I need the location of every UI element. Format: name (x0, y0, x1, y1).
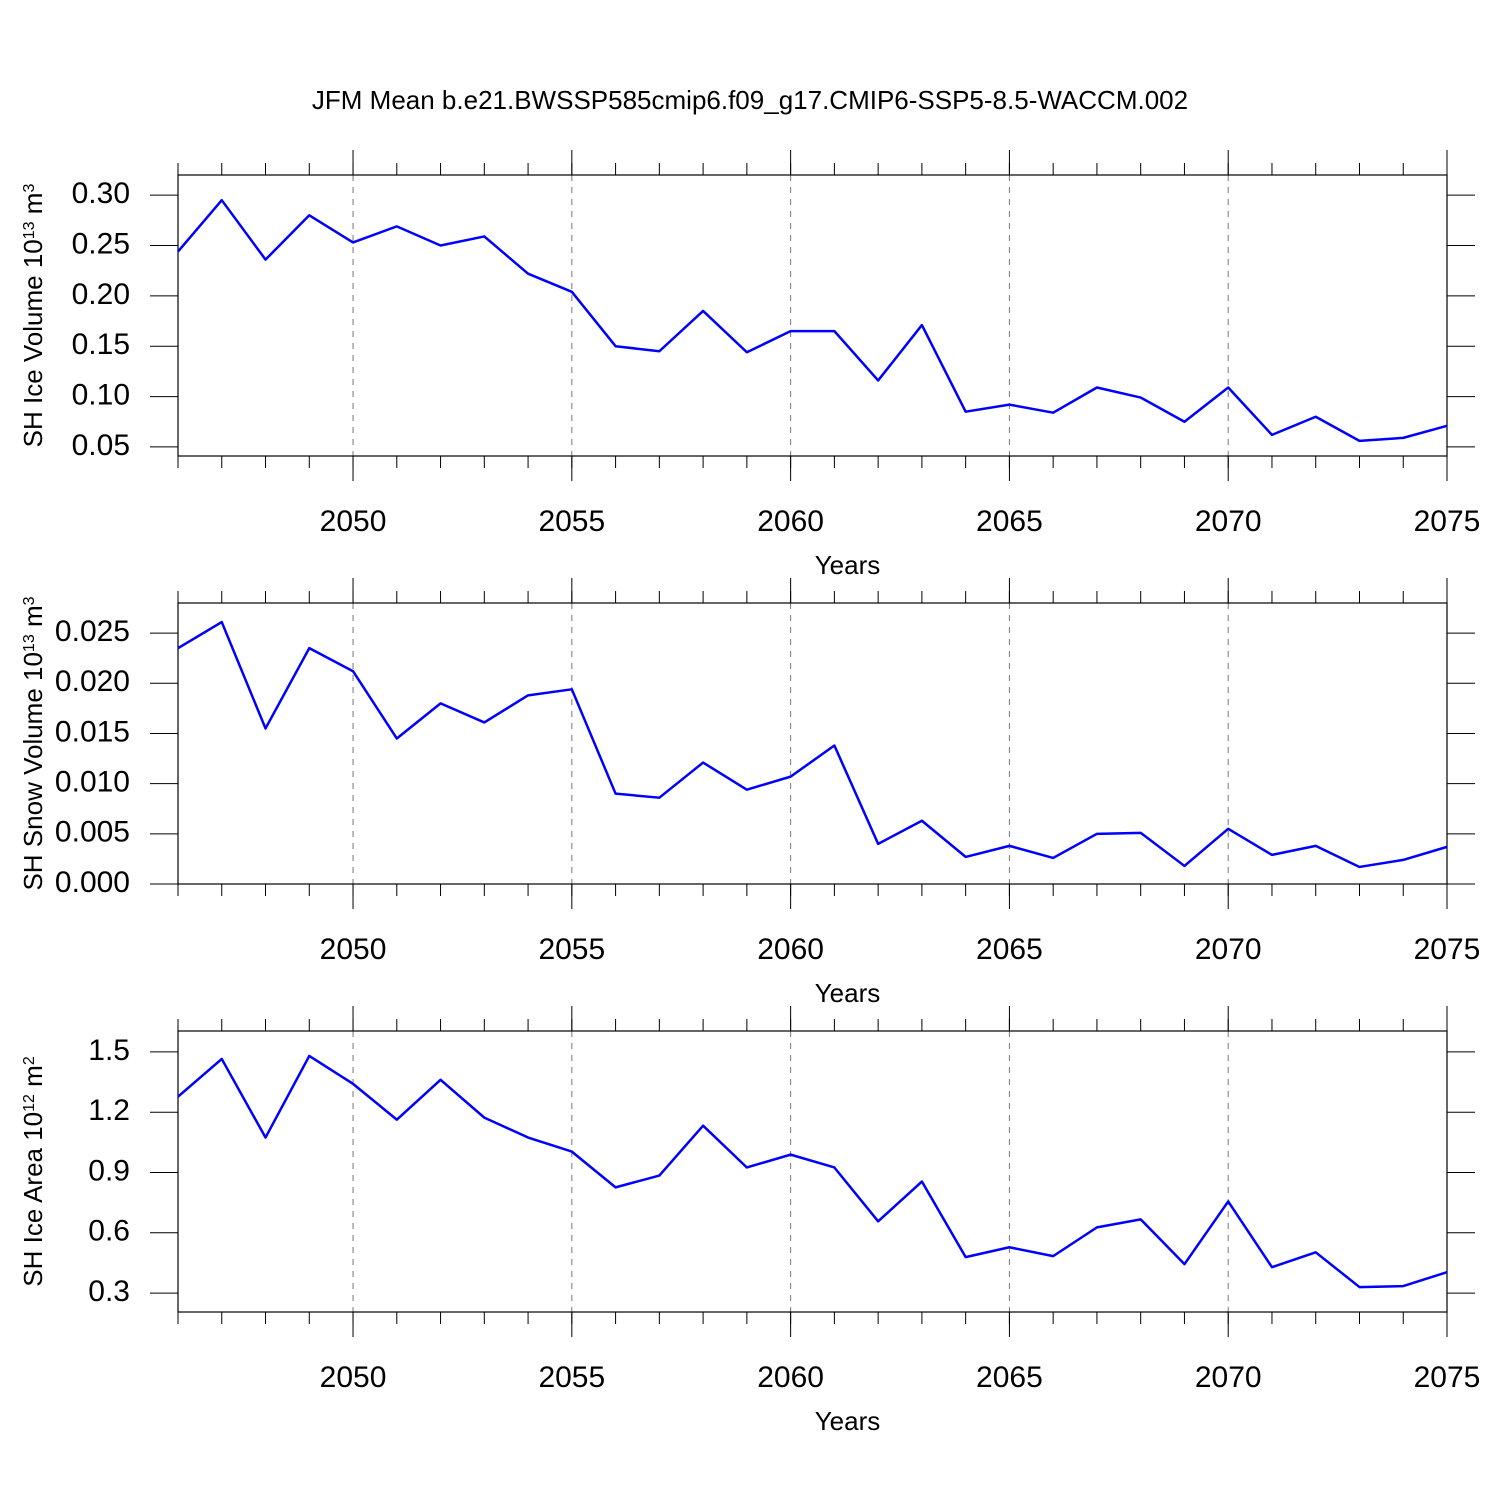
x-tick-label: 2075 (1414, 505, 1481, 538)
y-axis-label-exponent: 13 (21, 221, 38, 239)
y-axis-label-text: SH Ice Volume 10 (18, 239, 48, 447)
y-tick-label: 0.25 (72, 227, 130, 260)
x-axis-label: Years (815, 978, 881, 1008)
y-axis-label-unit: m (18, 193, 48, 215)
plot-frame (177, 602, 1448, 885)
x-tick-label: 2075 (1414, 1361, 1481, 1394)
figure-title: JFM Mean b.e21.BWSSP585cmip6.f09_g17.CMI… (312, 85, 1188, 115)
y-tick-label: 0.15 (72, 328, 130, 361)
x-tick-label: 2055 (538, 505, 605, 538)
y-axis-label-text: SH Snow Volume 10 (18, 652, 48, 890)
y-tick-label: 0.000 (55, 866, 130, 899)
y-axis-label-space (18, 1087, 48, 1094)
x-tick-label: 2055 (538, 1361, 605, 1394)
y-tick-label: 0.025 (55, 615, 130, 648)
x-tick-label: 2065 (976, 1361, 1043, 1394)
y-axis-label-exponent: 13 (21, 634, 38, 652)
y-tick-label: 0.20 (72, 278, 130, 311)
x-tick-label: 2050 (320, 505, 387, 538)
y-tick-label: 0.005 (55, 816, 130, 849)
x-tick-label: 2055 (538, 933, 605, 966)
y-axis-label: SH Ice Volume 1013 m3 (18, 184, 48, 448)
x-tick-label: 2050 (320, 1361, 387, 1394)
x-tick-label: 2065 (976, 505, 1043, 538)
y-axis-label-text: SH Ice Area 10 (18, 1112, 48, 1287)
x-tick-label: 2060 (757, 1361, 824, 1394)
x-tick-label: 2070 (1195, 1361, 1262, 1394)
x-tick-label: 2060 (757, 933, 824, 966)
x-tick-label: 2070 (1195, 933, 1262, 966)
panel: 2050 2055 2060 2065 2070 2075 0.05 0.10 0.15 0.20… (18, 150, 1480, 580)
panel: 2050 2055 2060 2065 2070 2075 0.3 0.6 0.9 1.2 1.5 Y… (18, 1006, 1480, 1436)
y-tick-label: 0.05 (72, 429, 130, 462)
data-line (177, 1054, 1448, 1289)
y-tick-label: 0.020 (55, 665, 130, 698)
x-tick-label: 2050 (320, 933, 387, 966)
x-tick-label: 2075 (1414, 933, 1481, 966)
x-tick-label: 2070 (1195, 505, 1262, 538)
y-tick-label: 0.10 (72, 378, 130, 411)
y-tick-label: 0.6 (88, 1215, 130, 1248)
y-axis-label-unit-exponent: 3 (21, 184, 38, 193)
y-axis-label: SH Snow Volume 1013 m3 (18, 596, 48, 890)
data-line (177, 198, 1448, 443)
y-axis-label-space (18, 214, 48, 221)
y-axis-label-unit-exponent: 2 (21, 1056, 38, 1065)
y-tick-label: 1.2 (88, 1094, 130, 1127)
y-tick-label: 0.3 (88, 1275, 130, 1308)
y-axis-label-space (18, 627, 48, 634)
y-axis-label-unit: m (18, 605, 48, 627)
y-tick-label: 0.30 (72, 177, 130, 210)
x-tick-label: 2060 (757, 505, 824, 538)
y-tick-label: 0.015 (55, 715, 130, 748)
x-axis-label: Years (815, 1406, 881, 1436)
panel: 2050 2055 2060 2065 2070 2075 0.000 0.005 0.010 0… (18, 578, 1480, 1008)
y-tick-label: 0.9 (88, 1154, 130, 1187)
y-axis-label-unit-exponent: 3 (21, 596, 38, 605)
plot-frame (177, 174, 1448, 457)
y-axis-label-unit: m (18, 1065, 48, 1087)
plot-frame (177, 1030, 1448, 1313)
x-tick-label: 2065 (976, 933, 1043, 966)
data-line (177, 620, 1448, 869)
x-axis-label: Years (815, 550, 881, 580)
y-tick-label: 0.010 (55, 766, 130, 799)
y-tick-label: 1.5 (88, 1034, 130, 1067)
y-axis-label-exponent: 12 (21, 1094, 38, 1112)
y-axis-label: SH Ice Area 1012 m2 (18, 1056, 48, 1287)
